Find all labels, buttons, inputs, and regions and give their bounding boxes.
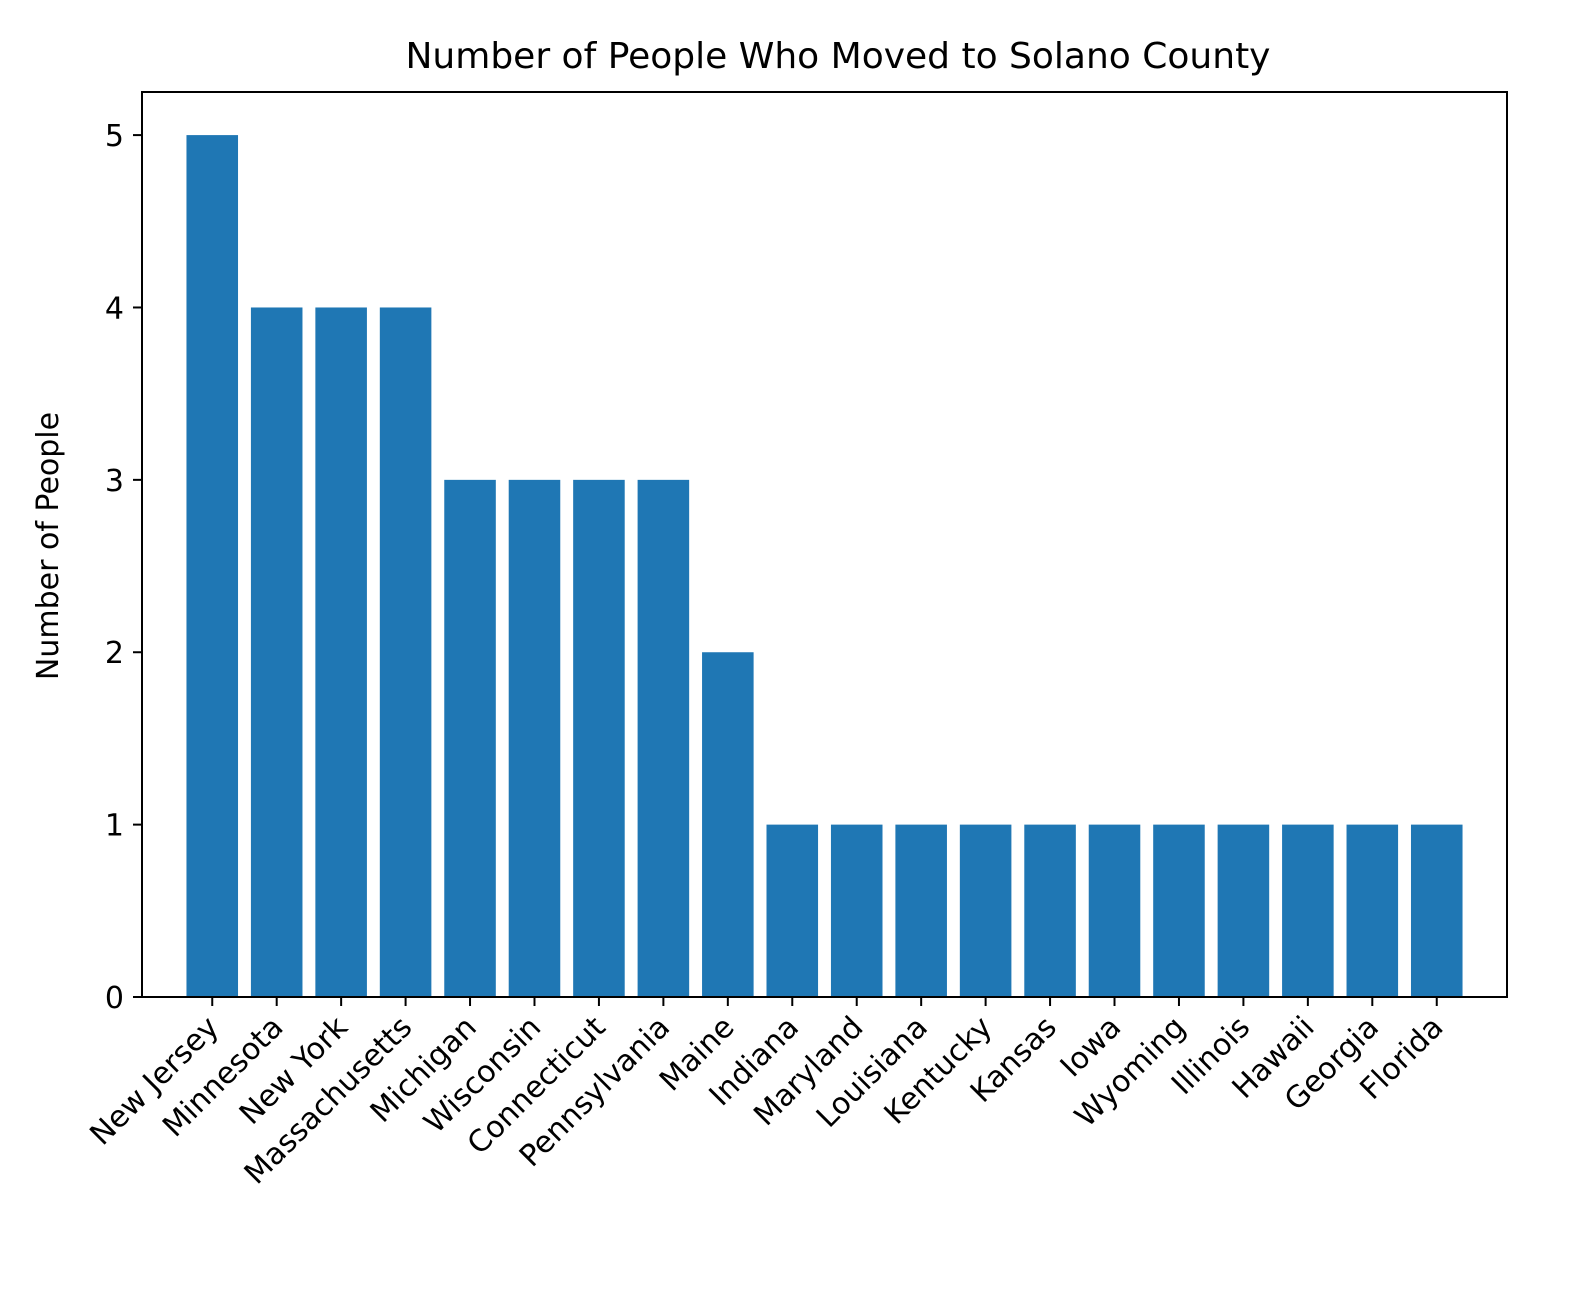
bar-maryland: [830, 824, 883, 997]
bar-pennsylvania: [637, 479, 690, 997]
y-tick-label: 4: [105, 291, 124, 326]
bar-iowa: [1088, 824, 1141, 997]
plot-frame: [141, 91, 1508, 998]
chart-title: Number of People Who Moved to Solano Cou…: [406, 36, 1271, 77]
bar-hawaii: [1282, 824, 1334, 997]
bar-georgia: [1346, 824, 1399, 997]
bar-illinois: [1217, 824, 1270, 997]
y-tick-label: 3: [105, 464, 124, 499]
bar-new-jersey: [186, 135, 239, 998]
bars-group: [186, 135, 1463, 998]
y-tick-label: 0: [105, 981, 124, 1016]
bar-maine: [702, 652, 754, 997]
y-axis-ticks: 0 1 2 3 4 5: [105, 119, 142, 1016]
bar-wisconsin: [508, 479, 561, 997]
y-tick-label: 1: [105, 809, 124, 844]
y-axis-label: Number of People: [31, 412, 66, 680]
bar-new-york: [315, 307, 367, 997]
bar-wyoming: [1153, 824, 1205, 997]
bar-michigan: [444, 479, 496, 997]
bar-indiana: [766, 824, 819, 997]
bar-kentucky: [959, 824, 1012, 997]
y-tick-label: 5: [105, 119, 124, 154]
bar-kansas: [1024, 824, 1076, 997]
bar-louisiana: [895, 824, 947, 997]
bar-minnesota: [250, 307, 303, 997]
bar-florida: [1410, 824, 1463, 997]
y-tick-label: 2: [105, 636, 124, 671]
bar-connecticut: [573, 479, 625, 997]
bar-massachusetts: [379, 307, 432, 997]
